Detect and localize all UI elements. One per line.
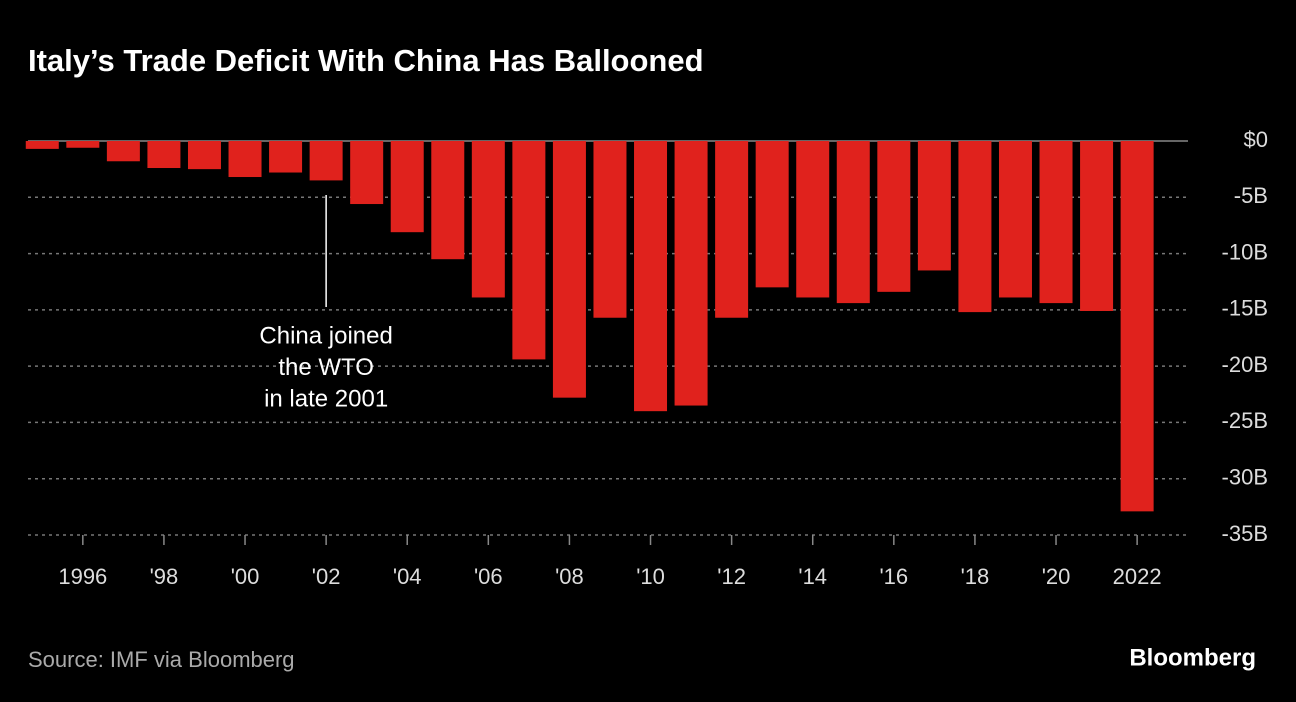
x-tick-label: '18 — [961, 564, 990, 589]
x-tick-label: '08 — [555, 564, 584, 589]
bar — [431, 141, 465, 260]
x-tick-label: '00 — [231, 564, 260, 589]
x-tick-label: 2022 — [1113, 564, 1162, 589]
x-tick-label: '10 — [636, 564, 665, 589]
bar — [187, 141, 221, 170]
bar — [350, 141, 384, 205]
x-tick-label: '14 — [798, 564, 827, 589]
y-tick-label: -20B — [1222, 352, 1268, 377]
bar — [552, 141, 586, 398]
bar — [147, 141, 181, 169]
chart-title: Italy’s Trade Deficit With China Has Bal… — [28, 43, 704, 78]
y-tick-label: -15B — [1222, 296, 1268, 321]
x-tick-label: '20 — [1042, 564, 1071, 589]
bar — [1080, 141, 1114, 311]
bar — [66, 141, 100, 148]
x-tick-label: '06 — [474, 564, 503, 589]
bar — [471, 141, 505, 298]
bar — [1120, 141, 1154, 512]
y-tick-label: -25B — [1222, 408, 1268, 433]
bar — [390, 141, 424, 233]
bar — [269, 141, 303, 173]
x-tick-label: '16 — [879, 564, 908, 589]
bar — [512, 141, 546, 360]
y-tick-label: -35B — [1222, 521, 1268, 546]
x-tick-label: '04 — [393, 564, 422, 589]
bar — [877, 141, 911, 292]
x-tick-label: '12 — [717, 564, 746, 589]
source: Source: IMF via Bloomberg — [28, 647, 295, 672]
y-tick-label: $0 — [1244, 127, 1268, 152]
bar — [917, 141, 951, 271]
annotation: the WTO — [278, 354, 374, 381]
x-tick-label: 1996 — [58, 564, 107, 589]
bar — [228, 141, 262, 178]
bar — [309, 141, 343, 181]
bar — [593, 141, 627, 318]
bar — [715, 141, 749, 318]
bar — [796, 141, 830, 298]
bar — [25, 141, 59, 149]
bar — [836, 141, 870, 304]
annotation: China joined — [259, 322, 392, 349]
bar — [634, 141, 668, 412]
bar — [674, 141, 708, 406]
bar — [998, 141, 1032, 298]
x-tick-label: '02 — [312, 564, 341, 589]
bar — [1039, 141, 1073, 304]
y-tick-label: -30B — [1222, 465, 1268, 490]
y-tick-label: -10B — [1222, 239, 1268, 264]
annotation: in late 2001 — [264, 385, 388, 412]
bar — [755, 141, 789, 288]
bar — [106, 141, 140, 162]
brand: Bloomberg — [1129, 644, 1256, 671]
bar — [958, 141, 992, 313]
y-tick-label: -5B — [1234, 183, 1268, 208]
x-tick-label: '98 — [150, 564, 179, 589]
